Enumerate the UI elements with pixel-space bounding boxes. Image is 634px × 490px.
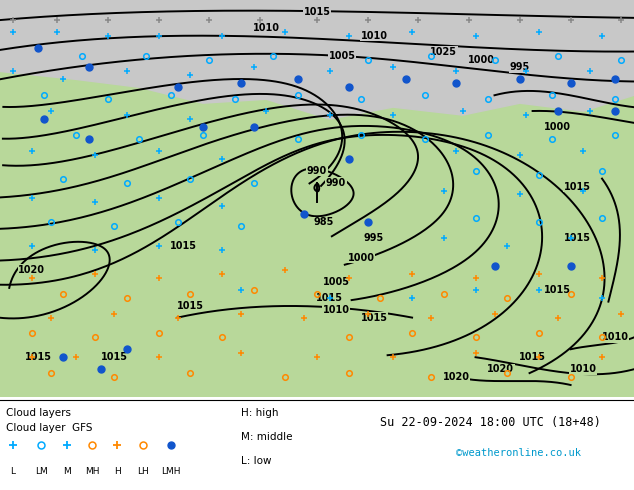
Text: 1010: 1010 — [602, 332, 628, 343]
Text: 995: 995 — [364, 233, 384, 243]
Text: 1010: 1010 — [253, 23, 280, 33]
Text: 1020: 1020 — [443, 372, 470, 382]
Text: 1015: 1015 — [564, 233, 590, 243]
Polygon shape — [0, 0, 634, 119]
Text: 1000: 1000 — [545, 122, 571, 132]
Text: 1015: 1015 — [25, 352, 51, 362]
Text: 1000: 1000 — [348, 253, 375, 263]
Text: 1015: 1015 — [304, 7, 330, 17]
Text: M: M — [63, 466, 70, 476]
Text: 1015: 1015 — [171, 241, 197, 251]
Text: 1005: 1005 — [323, 277, 349, 287]
Text: 1015: 1015 — [361, 313, 387, 322]
Text: Su 22-09-2024 18:00 UTC (18+48): Su 22-09-2024 18:00 UTC (18+48) — [380, 416, 601, 429]
Text: 995: 995 — [510, 62, 530, 73]
Text: 1000: 1000 — [469, 54, 495, 65]
Text: 1010: 1010 — [361, 31, 387, 41]
Text: MH: MH — [85, 466, 99, 476]
Text: Cloud layers: Cloud layers — [6, 408, 72, 418]
Text: H: H — [114, 466, 120, 476]
Text: 1015: 1015 — [519, 352, 546, 362]
Polygon shape — [476, 0, 634, 103]
Text: L: low: L: low — [241, 457, 271, 466]
Text: 1020: 1020 — [18, 265, 45, 275]
Text: 1005: 1005 — [329, 50, 356, 61]
Text: Cloud layer  GFS: Cloud layer GFS — [6, 423, 93, 433]
Text: 1010: 1010 — [570, 364, 597, 374]
Text: 985: 985 — [313, 217, 333, 227]
Text: LH: LH — [137, 466, 148, 476]
Text: 1015: 1015 — [316, 293, 343, 303]
Text: ©weatheronline.co.uk: ©weatheronline.co.uk — [456, 448, 581, 458]
Text: 1015: 1015 — [545, 285, 571, 295]
Text: L: L — [10, 466, 15, 476]
Text: 1015: 1015 — [101, 352, 127, 362]
Text: 1025: 1025 — [430, 47, 457, 57]
Text: 1010: 1010 — [323, 305, 349, 315]
Text: 990: 990 — [307, 166, 327, 176]
Text: 1015: 1015 — [564, 181, 590, 192]
Text: LMH: LMH — [162, 466, 181, 476]
Text: LM: LM — [35, 466, 48, 476]
Text: H: high: H: high — [241, 408, 278, 418]
Text: M: middle: M: middle — [241, 432, 292, 442]
Text: 1020: 1020 — [488, 364, 514, 374]
Text: 990: 990 — [326, 177, 346, 188]
Text: 1015: 1015 — [177, 300, 204, 311]
